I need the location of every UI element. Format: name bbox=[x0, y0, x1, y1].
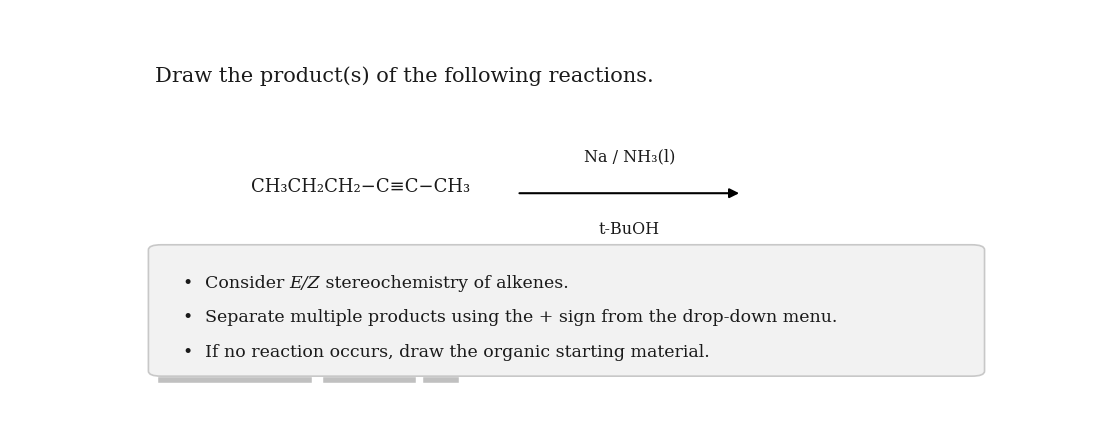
Text: t-BuOH: t-BuOH bbox=[599, 221, 660, 238]
Text: CH₃CH₂CH₂−C≡C−CH₃: CH₃CH₂CH₂−C≡C−CH₃ bbox=[252, 178, 471, 196]
Text: Separate multiple products using the + sign from the drop-down menu.: Separate multiple products using the + s… bbox=[205, 309, 837, 327]
Text: •: • bbox=[182, 309, 192, 327]
FancyBboxPatch shape bbox=[149, 245, 985, 376]
Text: •: • bbox=[182, 274, 192, 292]
Text: •: • bbox=[182, 344, 192, 362]
Text: Draw the product(s) of the following reactions.: Draw the product(s) of the following rea… bbox=[155, 67, 654, 86]
Text: stereochemistry of alkenes.: stereochemistry of alkenes. bbox=[320, 274, 569, 292]
Text: Consider: Consider bbox=[205, 274, 290, 292]
Text: If no reaction occurs, draw the organic starting material.: If no reaction occurs, draw the organic … bbox=[205, 344, 710, 362]
Text: E/Z: E/Z bbox=[290, 274, 320, 292]
Text: Na / NH₃(l): Na / NH₃(l) bbox=[584, 148, 675, 165]
